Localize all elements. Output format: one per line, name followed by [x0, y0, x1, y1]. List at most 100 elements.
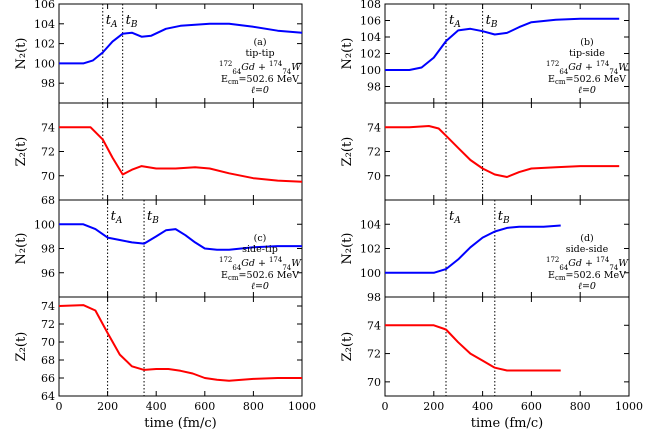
panel-label: (c): [254, 233, 267, 244]
y-tick-label: 72: [41, 318, 55, 331]
y-tick-label: 72: [367, 348, 381, 361]
panel-label: (b): [580, 37, 594, 48]
panel-0: 98 100 102 104 106 tA tB N₂(t) (a)tip-tip17264Gd…: [14, 0, 303, 104]
plot-frame: [384, 102, 630, 201]
y-tick-label: 70: [41, 336, 55, 349]
panel-1: 68 70 72 74 Z₂(t): [14, 102, 303, 207]
x-axis-label: time (fm/c): [471, 416, 543, 431]
y-axis-label: Z₂(t): [14, 137, 29, 167]
data-curve: [59, 126, 303, 183]
angular-momentum-label: ℓ=0: [251, 85, 269, 96]
y-axis-label: Z₂(t): [14, 332, 29, 362]
y-tick-label: 72: [367, 146, 381, 159]
y-tick-label: 74: [367, 121, 381, 134]
orientation-label: tip-tip: [245, 48, 274, 59]
x-tick-label: 800: [570, 400, 591, 413]
data-curve: [385, 125, 620, 178]
y-tick-label: 100: [34, 57, 55, 70]
y-axis-label: Z₂(t): [340, 332, 355, 362]
reaction-label: 17264Gd + 17474W: [546, 60, 629, 76]
y-tick-label: 98: [367, 291, 381, 304]
x-tick-label: 0: [56, 400, 63, 413]
y-tick-label: 68: [41, 194, 55, 207]
panel-7: 70 72 74 0 200 400 600 800 1000 Z₂(t) time (fm/c): [340, 296, 643, 431]
y-tick-label: 66: [41, 372, 55, 385]
data-curve: [58, 304, 302, 382]
panel-5: 64 66 68 70 72 74 0 200 400 600 800 1000 Z₂(t) time (…: [14, 296, 316, 431]
time-marker-label: tB: [147, 209, 159, 226]
y-tick-label: 74: [367, 319, 381, 332]
y-tick-label: 74: [41, 121, 55, 134]
y-axis-label: N₂(t): [340, 233, 355, 265]
y-tick-label: 98: [41, 77, 55, 90]
plot-frame: [384, 296, 630, 397]
data-curve: [59, 22, 303, 65]
energy-label: Ecm=502.6 MeV: [221, 74, 299, 86]
data-curve: [385, 224, 561, 274]
x-tick-label: 800: [243, 400, 264, 413]
time-marker-label: tB: [486, 13, 498, 30]
x-tick-label: 600: [521, 400, 542, 413]
reaction-label: 17264Gd + 17474W: [546, 256, 629, 272]
panel-6: 98 100 102 104 tA tB N₂(t) (d)side-side17264Gd …: [340, 199, 630, 304]
y-tick-label: 102: [360, 48, 381, 61]
x-tick-label: 1000: [615, 400, 643, 413]
y-tick-label: 70: [41, 170, 55, 183]
panel-2: 98 100 102 104 106 108 tA tB N₂(t) (b)tip-side172…: [340, 0, 630, 104]
time-marker-label: tB: [126, 13, 138, 30]
plot-frame: [58, 102, 303, 201]
x-tick-label: 400: [146, 400, 167, 413]
y-tick-label: 100: [34, 218, 55, 231]
reaction-label: 17264Gd + 17474W: [219, 60, 302, 76]
energy-label: Ecm=502.6 MeV: [548, 74, 626, 86]
y-axis-label: N₂(t): [340, 38, 355, 70]
y-tick-label: 74: [41, 300, 55, 313]
y-tick-label: 104: [34, 18, 55, 31]
y-tick-label: 100: [360, 267, 381, 280]
orientation-label: side-side: [566, 244, 609, 255]
panel-label: (a): [253, 37, 266, 48]
y-tick-label: 102: [34, 38, 55, 51]
time-marker-label: tA: [449, 13, 461, 30]
orientation-label: side-tip: [242, 244, 278, 255]
panel-3: 70 72 74 Z₂(t): [340, 102, 630, 201]
x-tick-label: 1000: [288, 400, 316, 413]
time-marker-label: tA: [111, 209, 123, 226]
x-axis-label: time (fm/c): [144, 416, 216, 431]
data-curve: [385, 17, 620, 71]
y-tick-label: 98: [367, 81, 381, 94]
reaction-label: 17264Gd + 17474W: [219, 256, 302, 272]
x-tick-label: 200: [97, 400, 118, 413]
angular-momentum-label: ℓ=0: [578, 85, 596, 96]
plot-frame: [58, 296, 303, 397]
time-marker-label: tA: [449, 209, 461, 226]
y-tick-label: 68: [41, 354, 55, 367]
y-tick-label: 102: [360, 243, 381, 256]
y-tick-label: 96: [41, 267, 55, 280]
orientation-label: tip-side: [569, 48, 605, 59]
panel-label: (d): [580, 233, 594, 244]
y-tick-label: 70: [367, 376, 381, 389]
x-tick-label: 600: [194, 400, 215, 413]
time-marker-label: tB: [498, 209, 510, 226]
y-tick-label: 70: [367, 170, 381, 183]
angular-momentum-label: ℓ=0: [251, 281, 269, 292]
y-tick-label: 100: [360, 64, 381, 77]
y-tick-label: 108: [360, 0, 381, 11]
time-marker-label: tA: [106, 13, 118, 30]
energy-label: Ecm=502.6 MeV: [221, 270, 299, 282]
y-tick-label: 106: [34, 0, 55, 11]
y-axis-label: N₂(t): [14, 38, 29, 70]
y-tick-label: 98: [41, 243, 55, 256]
y-tick-label: 64: [41, 390, 55, 403]
y-tick-label: 104: [360, 31, 381, 44]
x-tick-label: 200: [423, 400, 444, 413]
energy-label: Ecm=502.6 MeV: [548, 270, 626, 282]
y-tick-label: 72: [41, 146, 55, 159]
x-tick-label: 400: [472, 400, 493, 413]
y-axis-label: Z₂(t): [340, 137, 355, 167]
angular-momentum-label: ℓ=0: [578, 281, 596, 292]
y-tick-label: 106: [360, 15, 381, 28]
